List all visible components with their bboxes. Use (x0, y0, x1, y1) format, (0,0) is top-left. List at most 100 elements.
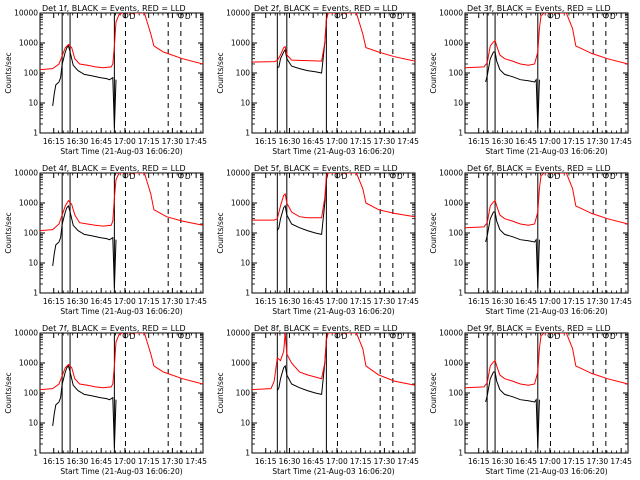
x-tick-label: 16:45 (515, 297, 537, 306)
x-axis-label: Start Time (21-Aug-03 16:06:20) (60, 307, 182, 316)
series-events-line (52, 204, 117, 288)
x-tick-label: 17:45 (610, 297, 632, 306)
state-marker-circle (177, 172, 184, 179)
x-tick-label: 17:00 (539, 297, 561, 306)
y-tick-label: 100 (24, 389, 39, 398)
state-marker-label: D (397, 332, 403, 341)
y-tick-label: 100 (449, 69, 464, 78)
y-tick-label: 10000 (439, 9, 463, 18)
x-tick-label: 17:00 (114, 457, 136, 466)
y-tick-label: 1 (245, 449, 250, 458)
y-tick-label: 100 (236, 229, 251, 238)
panel-title: Det 6f, BLACK = Events, RED = LLD (467, 164, 611, 173)
x-tick-label: 17:15 (350, 137, 372, 146)
series-lld-line (252, 173, 415, 221)
y-tick-label: 10 (453, 259, 463, 268)
x-tick-label: 16:15 (468, 137, 490, 146)
x-tick-label: 16:45 (90, 137, 112, 146)
state-marker-label: D (610, 12, 616, 21)
x-tick-label: 17:15 (138, 457, 160, 466)
series-lld-line (40, 13, 203, 71)
panel-title: Det 7f, BLACK = Events, RED = LLD (42, 324, 186, 333)
y-tick-label: 100 (24, 229, 39, 238)
state-marker-label: D (185, 12, 191, 21)
y-tick-label: 10000 (14, 169, 38, 178)
state-marker-circle (547, 172, 554, 179)
x-axis-label: Start Time (21-Aug-03 16:06:20) (60, 147, 182, 156)
y-axis-label: Counts/sec (216, 372, 225, 413)
y-axis-label: Counts/sec (4, 372, 13, 413)
x-tick-label: 16:30 (67, 457, 89, 466)
y-tick-label: 1000 (19, 359, 38, 368)
series-lld-line (40, 333, 203, 391)
x-tick-label: 16:15 (468, 297, 490, 306)
x-tick-label: 17:45 (610, 137, 632, 146)
series-lld-line (465, 173, 628, 229)
panel-det-7: 1 10 100 1000 10000 16:15 16:30 16:45 17:00 17:15… (4, 324, 207, 476)
state-marker-label: D (554, 332, 560, 341)
x-tick-label: 17:30 (374, 457, 396, 466)
x-tick-label: 17:30 (162, 457, 184, 466)
x-tick-label: 17:15 (563, 457, 585, 466)
state-marker-label: D (397, 172, 403, 181)
y-tick-label: 1000 (444, 199, 463, 208)
panel-title: Det 2f, BLACK = Events, RED = LLD (254, 4, 398, 13)
x-tick-label: 17:15 (563, 297, 585, 306)
plot-frame (464, 12, 629, 134)
state-marker-label: D (129, 12, 135, 21)
panel-title: Det 9f, BLACK = Events, RED = LLD (467, 324, 611, 333)
x-tick-label: 16:45 (515, 457, 537, 466)
plot-frame (39, 172, 204, 294)
y-axis-label: Counts/sec (429, 372, 438, 413)
panel-det-3: 1 10 100 1000 10000 16:15 16:30 16:45 17:00 17:15… (429, 4, 632, 156)
x-tick-label: 17:45 (610, 457, 632, 466)
y-tick-label: 1 (458, 289, 463, 298)
y-tick-label: 1000 (444, 39, 463, 48)
x-tick-label: 16:30 (279, 457, 301, 466)
y-tick-label: 100 (236, 69, 251, 78)
y-axis-label: Counts/sec (216, 212, 225, 253)
x-tick-label: 17:45 (397, 137, 419, 146)
state-marker-circle (334, 12, 341, 19)
y-tick-label: 10000 (226, 329, 250, 338)
x-tick-label: 17:15 (350, 457, 372, 466)
state-marker-label: D (610, 332, 616, 341)
plot-frame (39, 332, 204, 454)
x-tick-label: 16:45 (302, 297, 324, 306)
panel-det-1: 1 10 100 1000 10000 16:15 16:30 16:45 17:00 17:15… (4, 4, 207, 156)
y-tick-label: 10000 (226, 169, 250, 178)
x-tick-label: 16:30 (279, 297, 301, 306)
x-axis-label: Start Time (21-Aug-03 16:06:20) (485, 147, 607, 156)
x-tick-label: 17:15 (138, 137, 160, 146)
series-events-line (52, 44, 117, 128)
state-marker-label: D (185, 332, 191, 341)
x-tick-label: 16:15 (255, 297, 277, 306)
x-tick-label: 16:30 (67, 297, 89, 306)
series-lld-line (40, 173, 203, 232)
y-tick-label: 10 (28, 419, 38, 428)
y-tick-label: 10000 (439, 169, 463, 178)
y-tick-label: 1000 (231, 39, 250, 48)
panel-title: Det 4f, BLACK = Events, RED = LLD (42, 164, 186, 173)
x-tick-label: 16:15 (468, 457, 490, 466)
y-tick-label: 100 (449, 229, 464, 238)
panel-title: Det 1f, BLACK = Events, RED = LLD (42, 4, 186, 13)
state-marker-circle (334, 332, 341, 339)
state-marker-label: D (341, 172, 347, 181)
x-tick-label: 17:00 (114, 297, 136, 306)
x-tick-label: 17:30 (162, 297, 184, 306)
x-tick-label: 17:00 (539, 137, 561, 146)
x-axis-label: Start Time (21-Aug-03 16:06:20) (272, 467, 394, 476)
series-events-line (485, 371, 540, 448)
y-axis-label: Counts/sec (4, 52, 13, 93)
y-tick-label: 10 (28, 99, 38, 108)
x-tick-label: 17:15 (563, 137, 585, 146)
x-tick-label: 17:30 (374, 297, 396, 306)
panel-det-8: 1 10 100 1000 10000 16:15 16:30 16:45 17:00 17:15… (216, 324, 419, 476)
x-tick-label: 17:30 (587, 297, 609, 306)
y-tick-label: 1000 (19, 39, 38, 48)
y-tick-label: 1000 (19, 199, 38, 208)
x-tick-label: 16:45 (302, 457, 324, 466)
y-tick-label: 10000 (14, 9, 38, 18)
